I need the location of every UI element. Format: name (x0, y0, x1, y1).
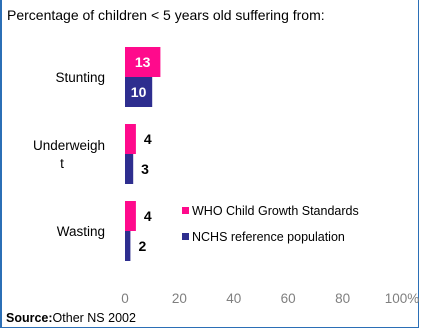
bar-nchs (125, 77, 153, 107)
source-text: Other NS 2002 (52, 311, 136, 325)
bar-who (125, 124, 136, 154)
data-label: 4 (144, 131, 152, 147)
legend-swatch (182, 207, 189, 214)
x-tick-label: 60 (281, 291, 296, 306)
data-label: 4 (144, 208, 152, 224)
source-note: Source:Other NS 2002 (6, 311, 136, 325)
legend-label: NCHS reference population (192, 230, 345, 244)
x-tick-label: 20 (172, 291, 187, 306)
data-label: 2 (138, 238, 146, 254)
chart-title: Percentage of children < 5 years old suf… (7, 7, 325, 23)
category-label: t (60, 156, 64, 171)
data-label: 3 (141, 161, 149, 177)
bar-nchs (125, 231, 131, 261)
bar-who (125, 201, 136, 231)
category-label: Wasting (57, 224, 105, 239)
category-label: Stunting (55, 70, 105, 85)
data-label: 13 (135, 54, 151, 70)
data-label: 10 (131, 84, 147, 100)
x-tick-label: 40 (226, 291, 241, 306)
x-tick-label: 100% (385, 291, 420, 306)
x-tick-label: 80 (335, 291, 350, 306)
legend-swatch (182, 233, 189, 240)
category-label: Underweigh (33, 138, 105, 153)
x-tick-label: 0 (121, 291, 129, 306)
source-label: Source: (6, 311, 53, 325)
bar-nchs (125, 154, 134, 184)
bar-who (125, 47, 161, 77)
legend-label: WHO Child Growth Standards (192, 204, 359, 218)
